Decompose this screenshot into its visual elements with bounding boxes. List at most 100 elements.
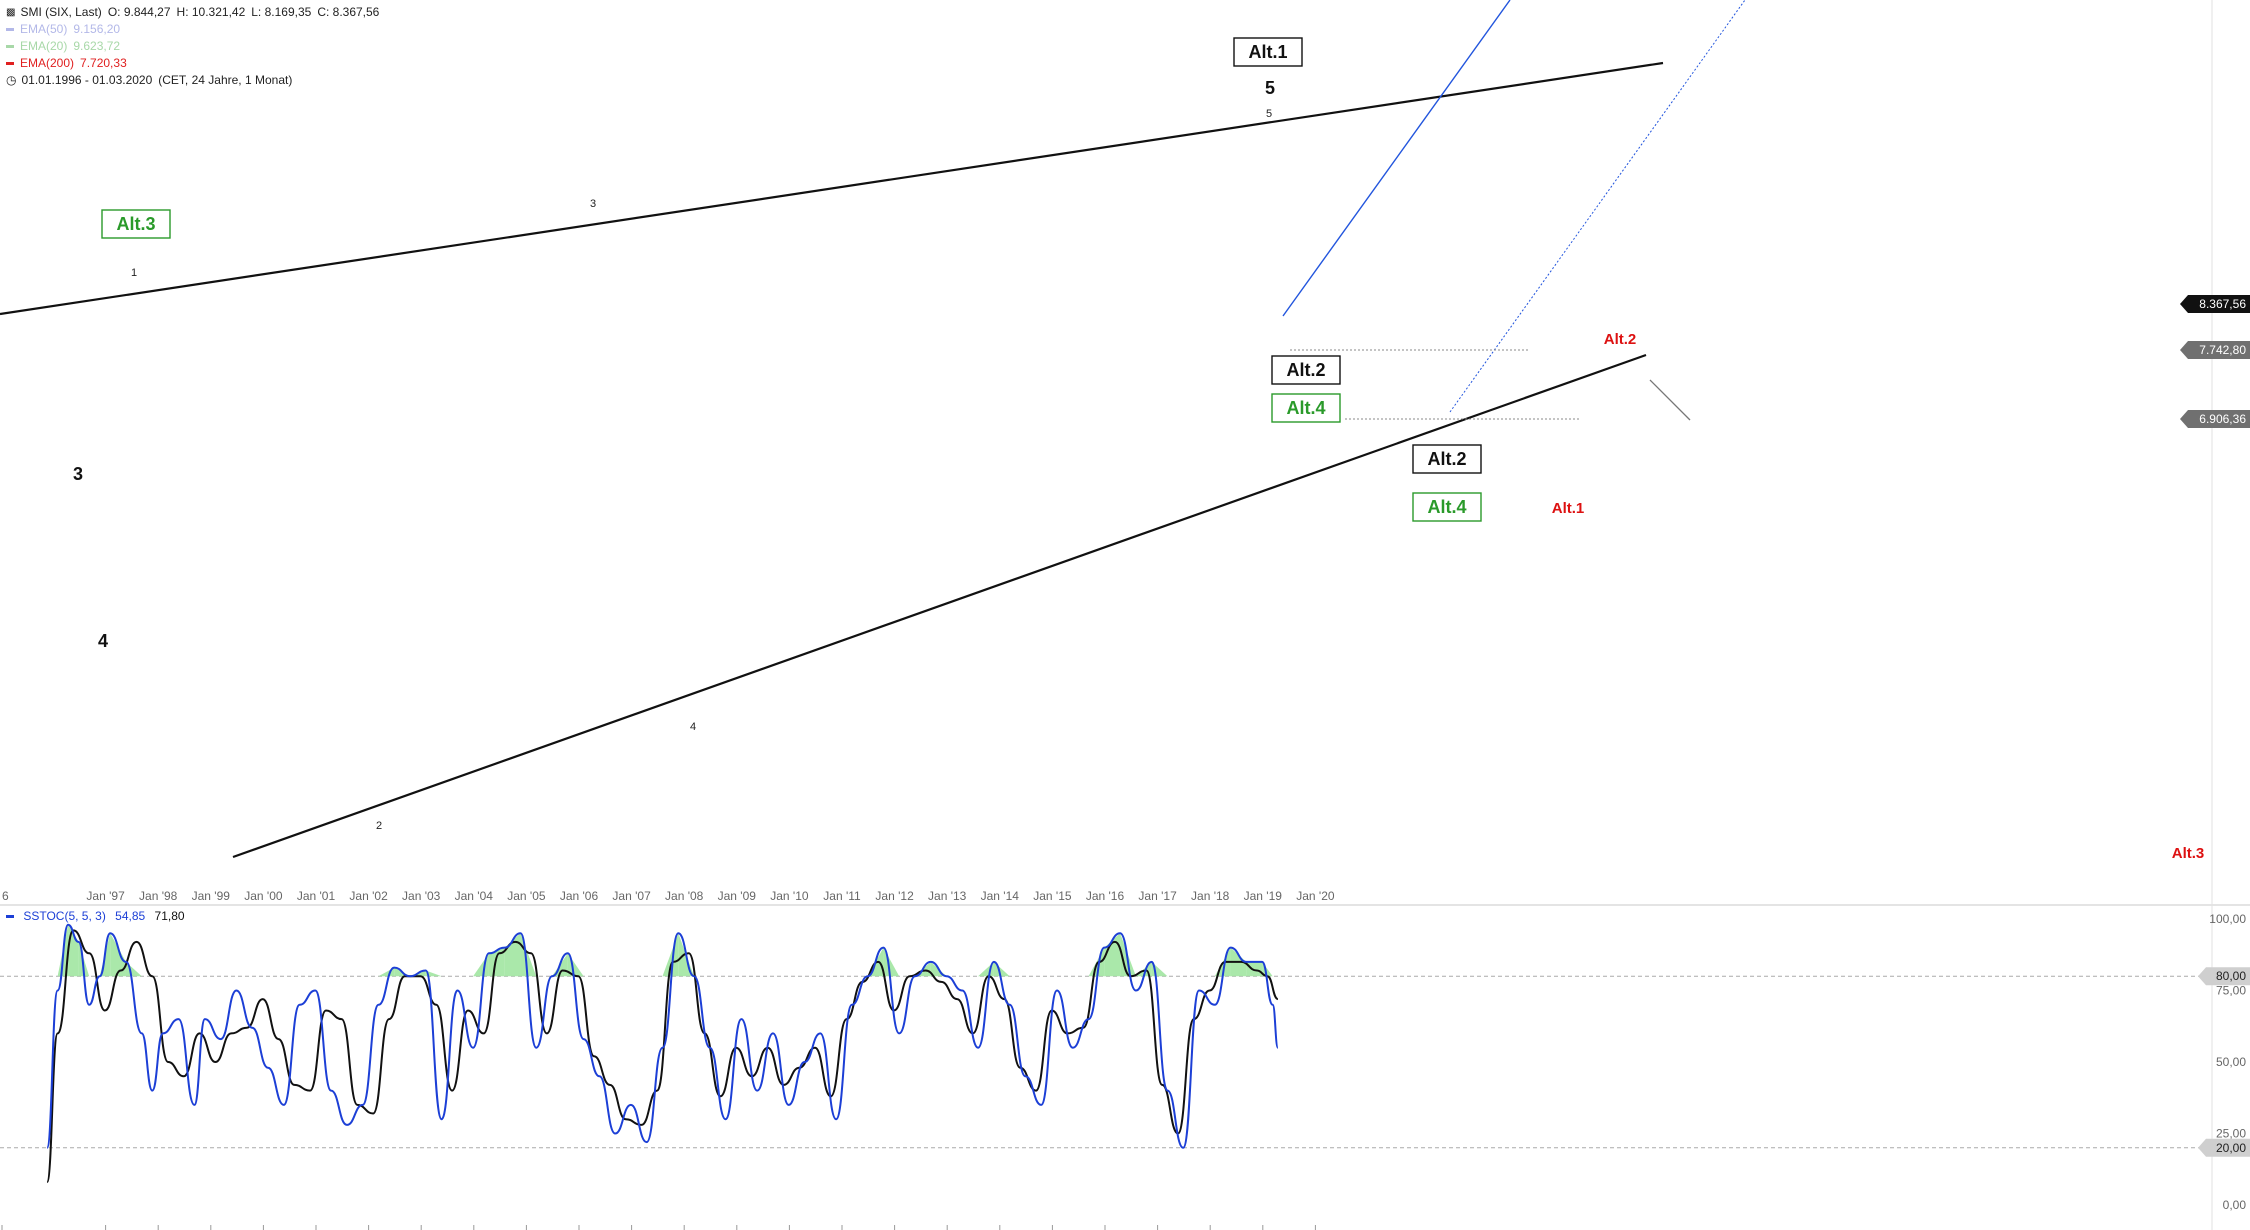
sstoc-swatch bbox=[6, 915, 14, 919]
annotation-label: 5 bbox=[1266, 108, 1272, 120]
annotation-label: 4 bbox=[690, 721, 696, 733]
annotation-label: Alt.2 bbox=[1604, 331, 1637, 348]
x-tick-label: Jan '16 bbox=[1086, 889, 1125, 903]
x-tick-label: Jan '04 bbox=[455, 889, 494, 903]
annotation-label: Alt.3 bbox=[116, 214, 155, 234]
oscillator-panel: 100,00 75,00 50,00 25,00 0,00 80,00 20,00 bbox=[0, 912, 2250, 1212]
overbought-fill bbox=[425, 970, 442, 977]
bars-icon: ▩ bbox=[6, 7, 16, 18]
x-tick-label: 6 bbox=[2, 889, 9, 903]
annotation-label: Alt.1 bbox=[1552, 500, 1585, 517]
annotation-label: 3 bbox=[73, 464, 83, 484]
clock-icon: ◷ bbox=[6, 73, 17, 87]
overbought-fill bbox=[678, 933, 695, 977]
legend-ema200-value: 7.720,33 bbox=[80, 56, 127, 70]
price-marker-tag bbox=[2180, 295, 2250, 313]
legend-ema20-row[interactable]: EMA(20) 9.623,72 bbox=[6, 38, 379, 55]
annotation-label: 2 bbox=[376, 820, 382, 832]
annotation-box bbox=[1412, 492, 1482, 522]
x-tick-label: Jan '00 bbox=[244, 889, 283, 903]
legend-ema20-label: EMA(20) bbox=[20, 39, 68, 53]
x-tick-label: Jan '19 bbox=[1244, 889, 1283, 903]
lower-trendline bbox=[232, 353, 1647, 859]
annotation-label: Alt.4 bbox=[1286, 398, 1325, 418]
projection-alt2-branch bbox=[1649, 379, 1691, 421]
annotation-label: Alt.4 bbox=[1427, 497, 1466, 517]
x-tick-label: Jan '10 bbox=[770, 889, 809, 903]
osc-level-tag bbox=[2198, 967, 2250, 986]
sstoc-d-value: 71,80 bbox=[154, 909, 185, 923]
legend-instrument: SMI (SIX, Last) bbox=[20, 5, 102, 19]
projection-channel-dotted bbox=[1449, 0, 1746, 413]
legend-ema20-value: 9.623,72 bbox=[73, 39, 121, 53]
legend-open: O: 9.844,27 bbox=[107, 5, 171, 19]
ema200-swatch bbox=[6, 62, 14, 65]
annotation-label: 1 bbox=[131, 267, 137, 279]
legend-high: H: 10.321,42 bbox=[176, 5, 246, 19]
annotation-label: Alt.2 bbox=[1286, 360, 1325, 380]
oscillator-legend: SSTOC(5, 5, 3) 54,85 71,80 bbox=[6, 909, 185, 923]
x-tick-label: Jan '07 bbox=[612, 889, 651, 903]
x-tick-label: Jan '17 bbox=[1138, 889, 1177, 903]
overbought-fill bbox=[110, 933, 126, 977]
legend-close: C: 8.367,56 bbox=[317, 5, 380, 19]
legend-ema50-value: 9.156,20 bbox=[73, 22, 121, 36]
x-tick-label: Jan '12 bbox=[875, 889, 914, 903]
osc-level-label: 80,00 bbox=[2216, 969, 2246, 983]
annotation-label: Alt.1 bbox=[1248, 42, 1287, 62]
price-marker-label: 7.742,80 bbox=[2199, 343, 2246, 357]
overbought-fill bbox=[488, 947, 505, 977]
x-tick-label: Jan '97 bbox=[86, 889, 125, 903]
x-tick-label: Jan '02 bbox=[349, 889, 388, 903]
osc-y-tick-label: 100,00 bbox=[2209, 912, 2246, 926]
chart-legend: ▩ SMI (SIX, Last) O: 9.844,27 H: 10.321,… bbox=[6, 4, 379, 89]
annotation-box bbox=[1271, 355, 1341, 385]
legend-ema50-label: EMA(50) bbox=[20, 22, 68, 36]
sstoc-title: SSTOC(5, 5, 3) bbox=[23, 909, 106, 923]
x-tick-label: Jan '03 bbox=[402, 889, 441, 903]
annotation-box bbox=[1233, 37, 1303, 67]
x-tick-label: Jan '09 bbox=[718, 889, 757, 903]
legend-low: L: 8.169,35 bbox=[251, 5, 312, 19]
x-tick-label: Jan '01 bbox=[297, 889, 336, 903]
legend-ema50-row[interactable]: EMA(50) 9.156,20 bbox=[6, 21, 379, 38]
projection-channel-line bbox=[1282, 0, 1511, 317]
annotation-label: 5 bbox=[1265, 78, 1275, 98]
x-tick-label: Jan '11 bbox=[823, 889, 861, 903]
annotation-box bbox=[1271, 393, 1341, 423]
x-tick-label: Jan '13 bbox=[928, 889, 967, 903]
legend-range: 01.01.1996 - 01.03.2020 bbox=[21, 73, 153, 87]
price-markers: 8.367,56 7.742,80 6.906,36 bbox=[2180, 295, 2250, 428]
x-tick-label: Jan '98 bbox=[139, 889, 178, 903]
sstoc-k-line bbox=[46, 923, 1279, 1149]
annotation-box bbox=[101, 209, 171, 239]
osc-y-tick-label: 50,00 bbox=[2216, 1055, 2246, 1069]
x-tick-label: Jan '05 bbox=[507, 889, 546, 903]
price-marker-label: 6.906,36 bbox=[2199, 412, 2246, 426]
legend-instrument-row: ▩ SMI (SIX, Last) O: 9.844,27 H: 10.321,… bbox=[6, 4, 379, 21]
annotation-label: 3 bbox=[590, 198, 596, 210]
x-tick-label: Jan '08 bbox=[665, 889, 704, 903]
x-tick-label: Jan '14 bbox=[981, 889, 1020, 903]
osc-level-label: 20,00 bbox=[2216, 1141, 2246, 1155]
x-tick-label: Jan '06 bbox=[560, 889, 599, 903]
x-tick-label: Jan '99 bbox=[192, 889, 231, 903]
osc-level-tag bbox=[2198, 1138, 2250, 1157]
upper-trendline bbox=[0, 61, 1664, 316]
x-tick-label: Jan '18 bbox=[1191, 889, 1230, 903]
annotation-label: 4 bbox=[98, 631, 108, 651]
annotation-box bbox=[1412, 444, 1482, 474]
ema20-swatch bbox=[6, 45, 14, 48]
osc-y-tick-label: 75,00 bbox=[2216, 984, 2246, 998]
price-marker-tag bbox=[2180, 341, 2250, 359]
ema50-swatch bbox=[6, 28, 14, 31]
x-tick-label: Jan '15 bbox=[1033, 889, 1072, 903]
sstoc-k-value: 54,85 bbox=[115, 909, 146, 923]
osc-y-tick-label: 0,00 bbox=[2223, 1198, 2247, 1212]
legend-ema200-row[interactable]: EMA(200) 7.720,33 bbox=[6, 55, 379, 72]
annotation-label: Alt.2 bbox=[1427, 449, 1466, 469]
legend-range-row: ◷ 01.01.1996 - 01.03.2020 (CET, 24 Jahre… bbox=[6, 72, 379, 89]
overbought-fill bbox=[504, 933, 521, 977]
